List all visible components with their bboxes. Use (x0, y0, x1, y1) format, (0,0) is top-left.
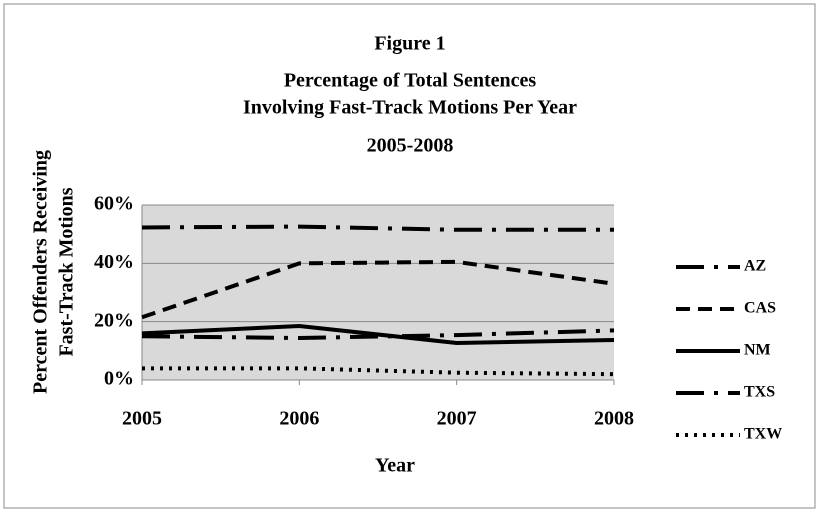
y-tick-label: 40% (94, 251, 134, 273)
series-line (142, 366, 615, 377)
legend-label: CAS (744, 300, 776, 317)
x-tick-label: 2005 (122, 408, 162, 430)
plot-area (142, 205, 614, 380)
x-tick-label: 2007 (437, 408, 477, 430)
series-line (141, 328, 615, 341)
legend-label: AZ (744, 258, 766, 275)
legend-label: NM (744, 342, 771, 359)
x-tick-label: 2008 (594, 408, 634, 430)
y-axis-label: Fast-Track Motions (56, 187, 78, 356)
chart-subtitle: Percentage of Total Sentences (284, 70, 537, 92)
legend-label: TXS (744, 384, 775, 401)
chart-title: Figure 1 (374, 33, 445, 55)
series-line (141, 324, 615, 345)
chart-subtitle: 2005-2008 (367, 135, 454, 157)
series-line (141, 224, 614, 232)
x-tick-label: 2006 (279, 408, 319, 430)
chart-subtitle: Involving Fast-Track Motions Per Year (243, 97, 577, 119)
x-axis-label: Year (375, 455, 415, 477)
y-tick-label: 20% (94, 309, 134, 331)
series-line (141, 259, 615, 320)
y-tick-label: 60% (94, 193, 134, 215)
y-axis-label: Percent Offenders Receiving (30, 150, 52, 394)
y-tick-label: 0% (104, 368, 134, 390)
legend-label: TXW (744, 426, 782, 443)
